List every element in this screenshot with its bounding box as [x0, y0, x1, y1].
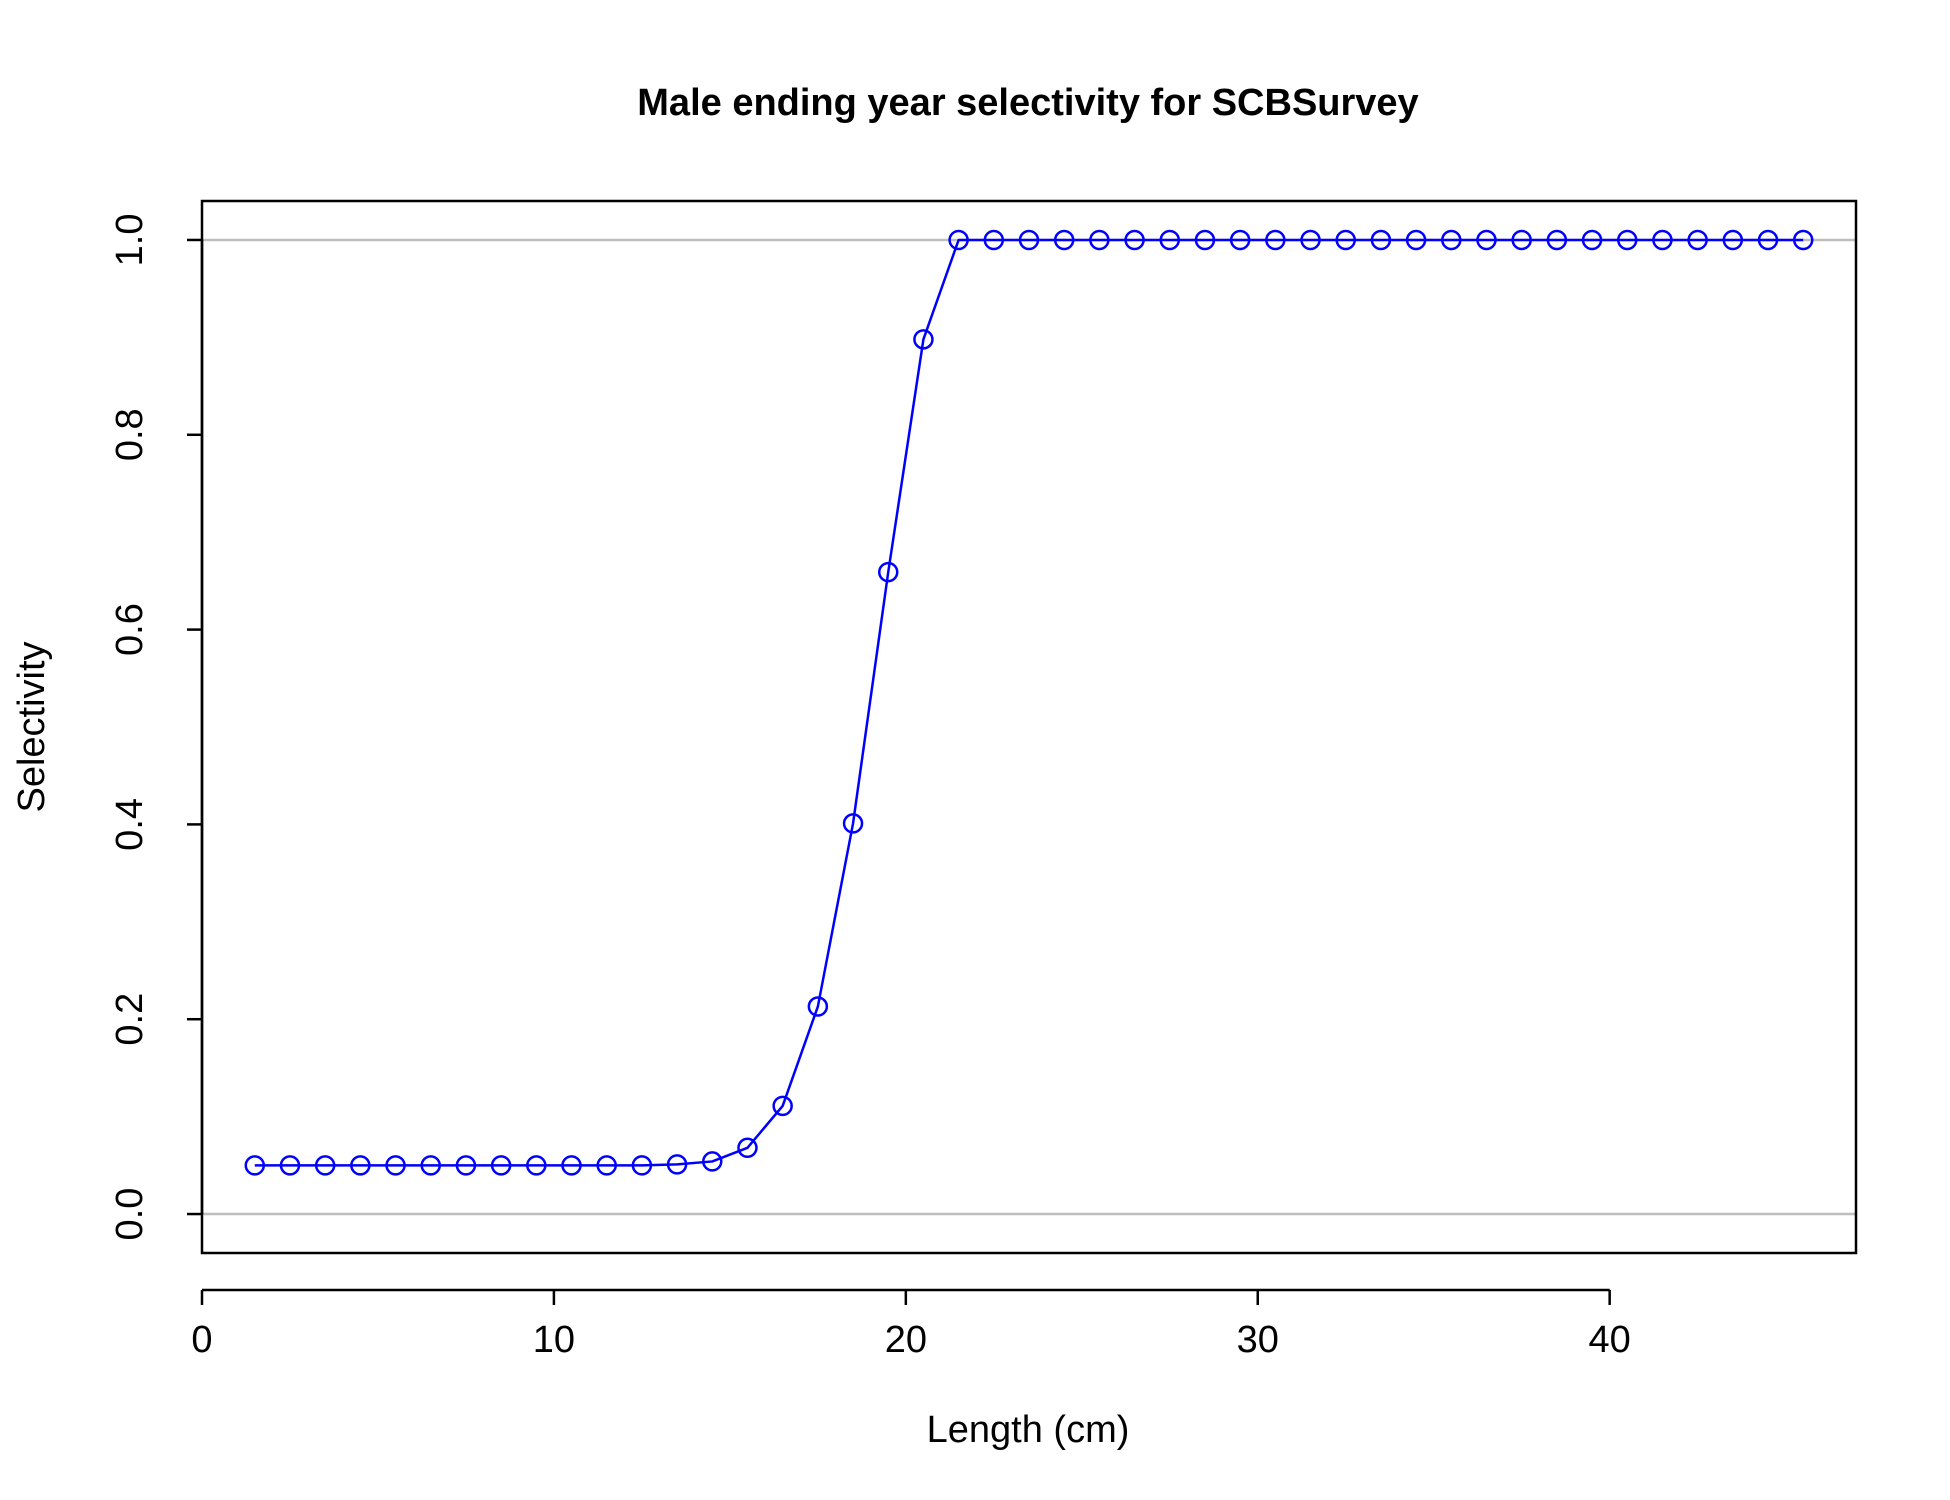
- data-point: [1546, 229, 1568, 251]
- data-point: [1581, 229, 1603, 251]
- x-tick-label: 30: [1237, 1319, 1279, 1361]
- y-tick-label: 1.0: [109, 214, 151, 267]
- data-point: [561, 1155, 582, 1176]
- data-point: [983, 229, 1005, 251]
- y-axis-label: Selectivity: [11, 641, 53, 812]
- data-point: [1089, 229, 1110, 251]
- data-point: [1722, 229, 1744, 251]
- data-point: [1652, 229, 1673, 251]
- y-axis: 0.0 0.2 0.4 0.6 0.8 1.0: [109, 214, 204, 1241]
- series-line: [254, 238, 1804, 1167]
- data-point: [279, 1155, 301, 1176]
- data-point: [385, 1155, 406, 1176]
- y-tick-label: 0.2: [109, 993, 151, 1046]
- data-point: [1441, 229, 1462, 251]
- data-point: [772, 1095, 793, 1117]
- data-point: [1229, 229, 1251, 251]
- x-tick-label: 0: [191, 1319, 212, 1361]
- data-point: [1053, 229, 1075, 251]
- data-point: [420, 1155, 441, 1176]
- x-axis: 0 10 20 30 40: [191, 1288, 1631, 1361]
- data-point: [1617, 229, 1638, 251]
- series-layer: [244, 229, 1814, 1176]
- reference-lines: [202, 238, 1856, 1216]
- y-tick-label: 0.6: [109, 603, 151, 656]
- data-point: [490, 1155, 512, 1176]
- data-point: [877, 561, 899, 583]
- data-point: [1476, 229, 1497, 251]
- data-point: [1300, 229, 1321, 251]
- x-axis-label: Length (cm): [927, 1409, 1130, 1451]
- data-point: [807, 996, 829, 1017]
- plot-frame: [200, 199, 1858, 1255]
- data-point: [948, 229, 969, 251]
- data-point: [455, 1155, 477, 1176]
- data-point: [1159, 229, 1181, 251]
- data-point: [1757, 229, 1779, 251]
- y-tick-label: 0.8: [109, 408, 151, 461]
- data-point: [631, 1155, 653, 1176]
- y-tick-label: 0.0: [109, 1188, 151, 1241]
- x-tick-label: 20: [885, 1319, 927, 1361]
- data-point: [913, 329, 934, 350]
- data-point: [702, 1151, 723, 1172]
- y-tick-label: 0.4: [109, 798, 151, 851]
- data-point: [1405, 229, 1427, 251]
- data-point: [1511, 229, 1532, 251]
- chart-title: Male ending year selectivity for SCBSurv…: [637, 82, 1418, 124]
- data-point: [596, 1155, 617, 1176]
- data-point: [737, 1137, 758, 1159]
- data-point: [526, 1155, 547, 1176]
- data-point: [1687, 229, 1708, 251]
- data-point: [1018, 229, 1040, 251]
- data-point: [350, 1155, 371, 1176]
- data-point: [244, 1155, 266, 1176]
- data-point: [842, 813, 864, 834]
- x-tick-label: 40: [1589, 1319, 1631, 1361]
- data-point: [1194, 229, 1216, 251]
- data-point: [1265, 229, 1286, 251]
- data-point: [666, 1154, 688, 1175]
- data-point: [1370, 229, 1392, 251]
- data-point: [1124, 229, 1145, 251]
- data-point: [1335, 229, 1356, 251]
- x-tick-label: 10: [533, 1319, 575, 1361]
- data-point: [314, 1155, 336, 1176]
- data-point: [1792, 229, 1814, 251]
